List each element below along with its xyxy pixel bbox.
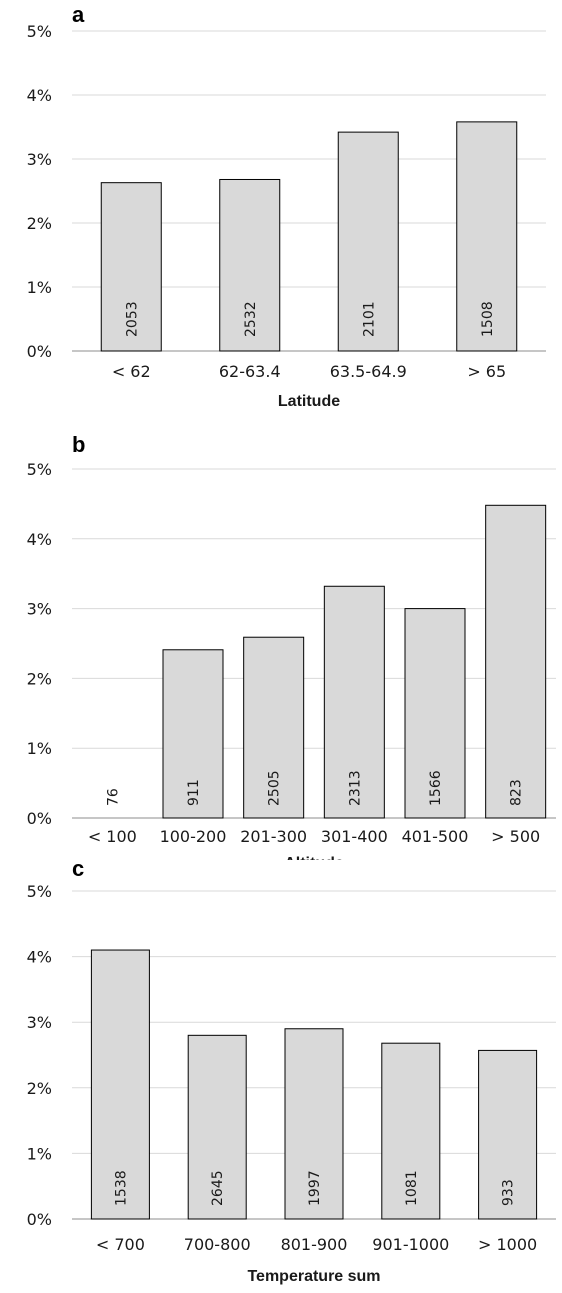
category-label: > 500: [491, 827, 540, 846]
data-label: 1566: [428, 770, 444, 806]
data-label: 911: [186, 779, 202, 806]
bar: [456, 121, 518, 352]
y-tick-label: 0%: [27, 342, 52, 361]
category-label: < 100: [88, 827, 137, 846]
chart-latitude: a 0% 1% 2% 3% 4% 5% 2053 < 62 2532 62-63.4 2101 63.5…: [27, 2, 546, 410]
bar: [323, 585, 385, 819]
data-label: 1997: [307, 1170, 323, 1206]
category-label: 63.5-64.9: [330, 362, 407, 381]
category-label: 100-200: [160, 827, 227, 846]
data-label: 1081: [404, 1170, 420, 1206]
data-label: 933: [501, 1179, 517, 1206]
category-label: 700-800: [184, 1235, 251, 1254]
category-label: > 65: [467, 362, 506, 381]
data-label: 1508: [480, 301, 496, 337]
bar: [162, 649, 224, 819]
y-tick-label: 5%: [27, 22, 52, 41]
panel-label: c: [72, 860, 84, 881]
y-tick-label: 3%: [27, 1013, 52, 1032]
data-label: 2313: [347, 770, 363, 806]
bar: [100, 182, 162, 352]
category-label: 301-400: [321, 827, 388, 846]
data-label: 2053: [124, 301, 140, 337]
bar: [485, 504, 547, 819]
category-label: 801-900: [281, 1235, 348, 1254]
x-axis-title: Latitude: [278, 393, 340, 410]
bar: [404, 608, 466, 819]
data-label: 2505: [267, 770, 283, 806]
bar: [284, 1028, 344, 1220]
y-tick-label: 0%: [27, 809, 52, 828]
y-tick-label: 1%: [27, 1144, 52, 1163]
data-label: 823: [509, 779, 525, 806]
panel-label: b: [72, 432, 85, 457]
bar: [478, 1049, 538, 1220]
category-label: 201-300: [240, 827, 307, 846]
chart-temperature-sum: c 0% 1% 2% 3% 4% 5% 1538 < 700 2645 700-800 1997 801…: [27, 860, 556, 1285]
bar: [243, 636, 305, 819]
chart-altitude: b 0% 1% 2% 3% 4% 5% 76 < 100 911 100-200 2505 201-30…: [27, 432, 556, 860]
data-label: 2645: [210, 1170, 226, 1206]
data-label: 1538: [113, 1170, 129, 1206]
y-tick-label: 3%: [27, 150, 52, 169]
category-label: 62-63.4: [219, 362, 281, 381]
y-tick-label: 4%: [27, 86, 52, 105]
panel-label: a: [72, 2, 85, 27]
y-tick-label: 5%: [27, 460, 52, 479]
data-label: 2101: [361, 301, 377, 337]
category-label: < 62: [112, 362, 151, 381]
category-label: > 1000: [478, 1235, 537, 1254]
bar: [90, 949, 150, 1220]
bar: [337, 131, 399, 352]
y-tick-label: 2%: [27, 669, 52, 688]
bar: [219, 178, 281, 352]
y-tick-label: 2%: [27, 214, 52, 233]
bar: [381, 1042, 441, 1220]
category-label: 901-1000: [372, 1235, 449, 1254]
y-tick-label: 3%: [27, 600, 52, 619]
y-tick-label: 1%: [27, 278, 52, 297]
category-label: 401-500: [402, 827, 469, 846]
y-tick-label: 4%: [27, 530, 52, 549]
y-tick-label: 2%: [27, 1079, 52, 1098]
x-axis-title: Temperature sum: [247, 1268, 380, 1285]
y-tick-label: 4%: [27, 948, 52, 967]
category-label: < 700: [96, 1235, 145, 1254]
data-label: 76: [105, 788, 121, 806]
x-axis-title: Altitude: [284, 855, 344, 860]
bar: [187, 1034, 247, 1220]
y-tick-label: 0%: [27, 1210, 52, 1229]
data-label: 2532: [243, 301, 259, 337]
y-tick-label: 1%: [27, 739, 52, 758]
y-tick-label: 5%: [27, 882, 52, 901]
